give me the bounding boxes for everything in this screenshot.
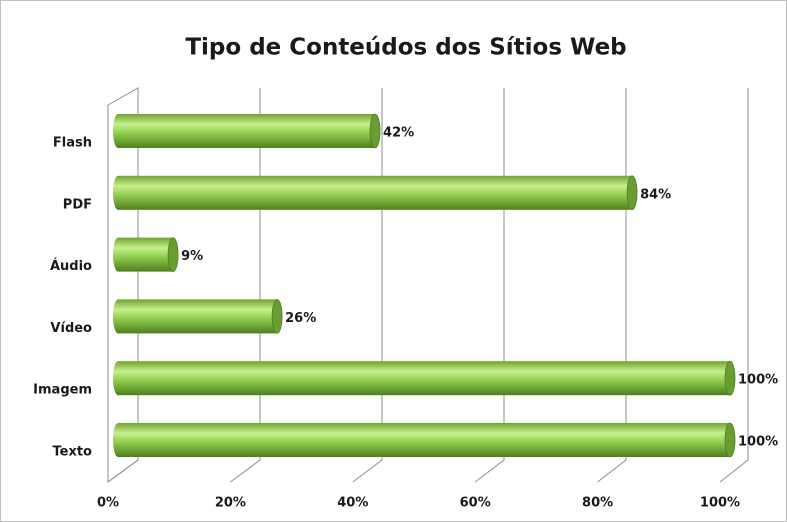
bar-end-cap xyxy=(167,237,179,273)
bar-start-cap xyxy=(113,299,123,334)
x-tick-label: 0% xyxy=(97,496,119,511)
bar-end-cap xyxy=(724,422,736,458)
bar xyxy=(118,423,730,457)
grid-line xyxy=(719,88,749,483)
bar xyxy=(118,361,730,396)
y-tick-label: PDF xyxy=(63,197,92,212)
grid-line xyxy=(474,88,505,483)
bar-start-cap xyxy=(113,175,123,210)
y-tick-label: Imagem xyxy=(33,383,92,398)
x-tick-label: 80% xyxy=(582,496,613,511)
grid-line xyxy=(230,88,261,483)
bar-end-cap xyxy=(369,113,381,149)
grid-line xyxy=(352,88,383,483)
bar-end-cap xyxy=(626,175,638,211)
x-tick-label: 100% xyxy=(700,496,740,511)
bar-start-cap xyxy=(113,237,123,272)
grid-line xyxy=(107,88,139,483)
bar-end-cap xyxy=(724,360,736,396)
value-label: 9% xyxy=(181,249,203,264)
x-tick-label: 20% xyxy=(215,496,246,511)
chart-title: Tipo de Conteúdos dos Sítios Web xyxy=(185,35,626,61)
value-label: 42% xyxy=(383,126,414,141)
bar-end-cap xyxy=(271,298,283,334)
y-tick-label: Texto xyxy=(53,445,93,460)
value-label: 84% xyxy=(640,187,671,202)
bar-start-cap xyxy=(113,114,123,148)
x-tick-label: 60% xyxy=(460,496,491,511)
value-label: 100% xyxy=(738,435,778,450)
bar xyxy=(118,299,278,334)
value-label: 100% xyxy=(738,373,778,388)
y-tick-label: Flash xyxy=(53,136,92,151)
bar xyxy=(118,175,633,210)
value-label: 26% xyxy=(285,311,316,326)
y-tick-label: Áudio xyxy=(50,258,92,274)
bar xyxy=(118,114,376,148)
y-tick-label: Vídeo xyxy=(50,321,92,336)
x-tick-label: 40% xyxy=(337,496,368,511)
bar-start-cap xyxy=(113,423,123,457)
bar-start-cap xyxy=(113,361,123,396)
grid-line xyxy=(597,88,627,483)
bar xyxy=(118,237,174,272)
